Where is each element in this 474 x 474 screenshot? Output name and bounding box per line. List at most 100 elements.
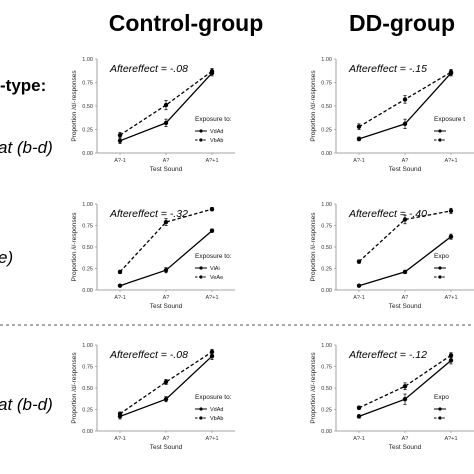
legend-title: Exposure to: [195,116,232,123]
y-tick-label: 1.00 [82,343,93,349]
data-point [402,121,408,127]
x-tick-label: A?+1 [206,295,219,301]
data-point [209,228,215,233]
data-point [117,283,123,288]
y-tick-label: 0.50 [82,245,93,251]
aftereffect-annotation: Aftereffect = -.32 [109,208,188,220]
x-tick-label: A? [402,436,409,442]
legend-marker [199,416,203,420]
data-point [402,396,408,402]
legend-marker [199,138,203,142]
data-point [209,349,215,355]
chart-panel-dd-1: 0.00 0.25 0.50 0.75 1.00 A?-1 A? A?+1 Test Sound… [310,57,474,173]
data-point [209,353,215,359]
x-tick-label: A?-1 [114,158,126,164]
y-tick-label: 1.00 [82,57,93,63]
data-point [448,234,454,239]
chart-panel-dd-3: 0.00 0.25 0.50 0.75 1.00 A?-1 A? A?+1 Test Sound… [310,343,474,451]
y-axis-label: Proportion /i/-responses [310,212,317,282]
x-tick-label: A?-1 [114,436,126,442]
y-tick-label: 0.50 [321,386,332,392]
legend-label: VbAb [210,138,223,144]
data-point [402,269,408,275]
legend-marker [438,138,442,142]
dd-group-title: DD-group [349,10,455,36]
y-axis-label: Proportion /i/-responses [71,212,78,282]
series-line-solid [358,72,452,140]
data-point [402,97,408,102]
legend-label: ViAi [210,266,220,272]
series-line-dashed [119,70,213,136]
legend-marker [199,407,203,411]
data-point [163,102,169,108]
x-tick-label: A?-1 [353,436,365,442]
row3-label: at (b-d) [0,395,53,414]
data-point [163,268,169,273]
y-axis-label: Proportion /d/-responses [310,70,317,142]
y-tick-label: 1.00 [321,57,332,63]
legend-title: Exposure to: [195,253,232,260]
legend-marker [438,266,442,270]
data-point [356,405,362,410]
y-axis-label: Proportion /d/-responses [71,352,78,424]
data-point [356,259,362,264]
y-tick-label: 0.75 [321,81,332,87]
aftereffect-annotation: Aftereffect = -.15 [348,63,427,75]
control-group-title: Control-group [109,10,264,36]
series-line-dashed [358,354,452,409]
y-tick-label: 0.75 [82,224,93,230]
y-tick-label: 0.25 [82,408,93,414]
series-line-dashed [119,208,213,273]
legend-title: Exposure t [434,116,465,123]
y-tick-label: 0.25 [321,267,332,273]
data-point [163,396,169,402]
x-tick-label: A? [163,295,170,301]
row2-label: e) [0,248,13,267]
y-tick-label: 0.50 [82,386,93,392]
data-point [117,138,123,143]
x-tick-label: A?+1 [445,295,458,301]
data-point [356,136,362,142]
x-axis-label: Test Sound [389,303,422,310]
y-tick-label: 1.00 [321,343,332,349]
row1-label: at (b-d) [0,138,53,157]
y-tick-label: 0.75 [82,81,93,87]
data-point [209,206,215,212]
y-tick-label: 0.50 [321,104,332,110]
legend-marker [438,129,442,133]
y-tick-label: 0.00 [321,288,332,294]
aftereffect-annotation: Aftereffect = -.12 [348,349,427,361]
chart-panel-dd-2: 0.00 0.25 0.50 0.75 1.00 A?-1 A? A?+1 Test Sound… [310,202,474,310]
x-tick-label: A?+1 [445,158,458,164]
row-type-label: -type: [0,76,46,95]
legend-marker [438,407,442,411]
y-axis-label: Proportion /d/-responses [310,352,317,424]
data-point [163,120,169,126]
data-point [117,269,123,275]
x-tick-label: A? [402,295,409,301]
data-point [163,379,169,385]
x-tick-label: A? [163,158,170,164]
legend-marker [199,266,203,270]
chart-panel-control-3: 0.00 0.25 0.50 0.75 1.00 A?-1 A? A?+1 Test Sound… [71,343,235,451]
data-point [448,69,454,75]
data-point [163,219,169,225]
x-axis-label: Test Sound [150,303,183,310]
y-tick-label: 0.00 [82,151,93,157]
y-tick-label: 0.25 [82,128,93,134]
series-line-dashed [358,210,452,263]
data-point [356,124,362,129]
data-point [117,411,123,416]
panels-group: 0.00 0.25 0.50 0.75 1.00 A?-1 A? A?+1 Test Sound… [71,57,474,451]
x-tick-label: A? [163,436,170,442]
data-point [402,217,408,222]
legend-title: Exposure to: [195,394,232,401]
y-tick-label: 0.25 [321,408,332,414]
data-point [448,353,454,358]
y-tick-label: 0.25 [82,267,93,273]
series-line-dashed [119,351,213,415]
chart-panel-control-1: 0.00 0.25 0.50 0.75 1.00 A?-1 A? A?+1 Test Sound… [71,57,235,173]
x-tick-label: A?+1 [206,436,219,442]
data-point [117,132,123,138]
aftereffect-annotation: Aftereffect = -.08 [109,63,188,75]
